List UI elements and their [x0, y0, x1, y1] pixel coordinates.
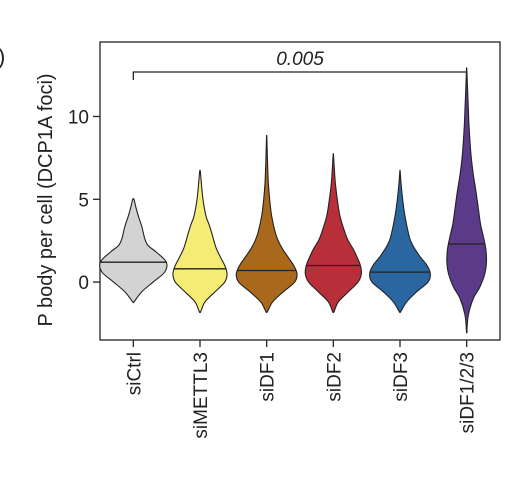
violin-sidf1	[235, 134, 298, 314]
violin-sictrl	[99, 198, 168, 304]
y-tick-label: 0	[78, 273, 89, 294]
y-axis: 0 5 10	[68, 108, 100, 294]
x-tick-label: siCtrl	[124, 352, 145, 395]
plot-border	[99, 41, 501, 341]
violin-sidf2	[304, 153, 363, 314]
panel-label: )	[0, 44, 5, 70]
significance-bracket: 0.005	[132, 49, 468, 80]
violin-sidf3	[369, 169, 431, 314]
bracket-line	[132, 71, 468, 80]
x-tick-label: siMETTL3	[191, 352, 212, 439]
x-tick-label: siDF1	[258, 352, 279, 402]
plot-frame	[99, 41, 501, 341]
y-tick-label: 5	[78, 190, 89, 211]
violin-sidf1-2-3	[446, 67, 488, 334]
x-tick-label: siDF2	[324, 352, 345, 402]
p-value-label: 0.005	[276, 49, 324, 70]
x-axis: siCtrl siMETTL3 siDF1 siDF2 siDF3 siDF1/2/3	[124, 340, 479, 439]
x-tick-label: siDF1/2/3	[458, 352, 479, 433]
x-tick-label: siDF3	[391, 352, 412, 402]
y-tick-label: 10	[68, 108, 89, 129]
violins-group	[99, 67, 488, 334]
violin-simettl3	[172, 169, 228, 314]
y-axis-label: P body per cell (DCP1A foci)	[35, 73, 57, 326]
